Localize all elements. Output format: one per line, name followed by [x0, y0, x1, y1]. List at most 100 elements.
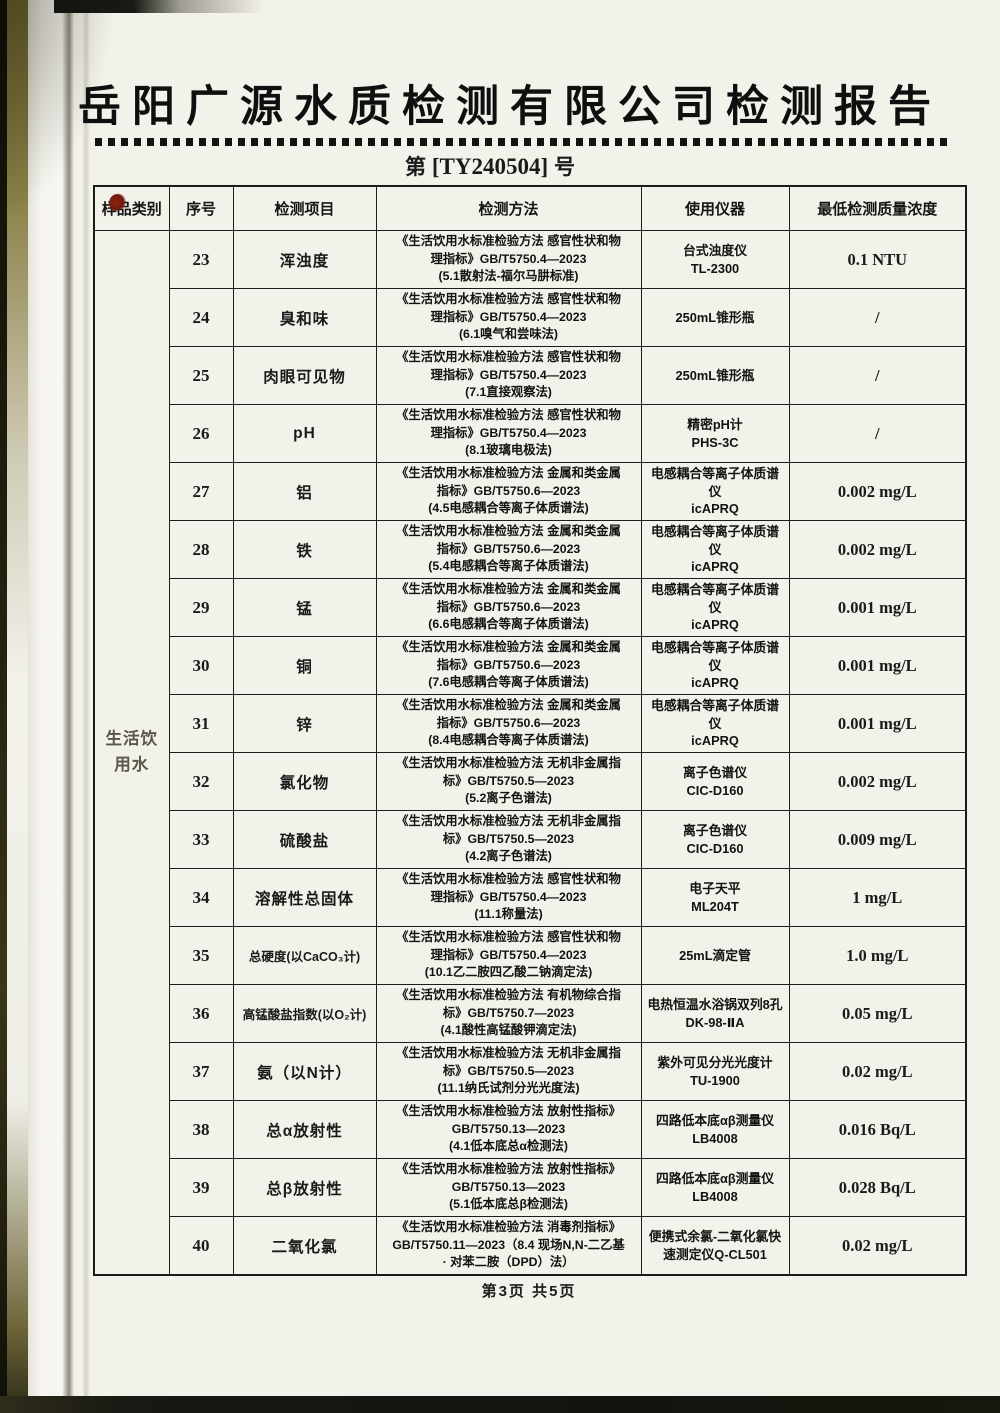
instrument: 台式浊度仪 TL-2300: [640, 230, 790, 289]
table-row: 37 氨（以N计） 《生活饮用水标准检验方法 无机非金属指 标》GB/T5750…: [94, 1042, 967, 1101]
dotted-divider: [95, 138, 952, 146]
row-no: 25: [168, 346, 234, 405]
detection-limit: 1.0 mg/L: [788, 926, 967, 985]
item-name: 浑浊度: [232, 230, 377, 289]
detection-limit: 0.02 mg/L: [788, 1042, 967, 1101]
header-instrument: 使用仪器: [640, 185, 790, 231]
row-no: 37: [168, 1042, 234, 1101]
item-name: 锌: [232, 694, 377, 753]
top-scan-shadow: [54, 0, 264, 13]
table-row: 29 锰 《生活饮用水标准检验方法 金属和类金属 指标》GB/T5750.6—2…: [94, 578, 967, 637]
method: 《生活饮用水标准检验方法 金属和类金属 指标》GB/T5750.6—2023 (…: [375, 578, 642, 637]
detection-limit: 0.1 NTU: [788, 230, 967, 289]
detection-limit: 0.001 mg/L: [788, 578, 967, 637]
page-crease: [62, 0, 74, 1413]
table-row: 26 pH 《生活饮用水标准检验方法 感官性状和物 理指标》GB/T5750.4…: [94, 404, 967, 463]
instrument: 25mL滴定管: [640, 926, 790, 985]
detection-limit: /: [788, 346, 967, 405]
document-number-value: [TY240504]: [431, 154, 549, 179]
table-row: 27 铝 《生活饮用水标准检验方法 金属和类金属 指标》GB/T5750.6—2…: [94, 462, 967, 521]
page-crease-light: [82, 0, 90, 1413]
table-row: 35 总硬度(以CaCO₃计) 《生活饮用水标准检验方法 感官性状和物 理指标》…: [94, 926, 967, 985]
table-row: 24 臭和味 《生活饮用水标准检验方法 感官性状和物 理指标》GB/T5750.…: [94, 288, 967, 347]
item-name: 臭和味: [232, 288, 377, 347]
report-title: 岳阳广源水质检测有限公司检测报告: [78, 83, 942, 131]
row-no: 39: [168, 1158, 234, 1217]
table-row: 40 二氧化氯 《生活饮用水标准检验方法 消毒剂指标》 GB/T5750.11—…: [94, 1216, 967, 1276]
table-row: 25 肉眼可见物 《生活饮用水标准检验方法 感官性状和物 理指标》GB/T575…: [94, 346, 967, 405]
item-name: 溶解性总固体: [232, 868, 377, 927]
instrument: 电感耦合等离子体质谱 仪 icAPRQ: [640, 462, 790, 521]
table-row: 32 氯化物 《生活饮用水标准检验方法 无机非金属指 标》GB/T5750.5—…: [94, 752, 967, 811]
test-items-table: 样品类别 序号 检测项目 检测方法 使用仪器 最低检测质量浓度 生活饮用水 23…: [93, 185, 967, 1276]
method: 《生活饮用水标准检验方法 感官性状和物 理指标》GB/T5750.4—2023 …: [375, 288, 642, 347]
item-name: 铁: [232, 520, 377, 579]
instrument: 离子色谱仪 CIC-D160: [640, 810, 790, 869]
method: 《生活饮用水标准检验方法 放射性指标》 GB/T5750.13—2023 (4.…: [375, 1100, 642, 1159]
detection-limit: 0.002 mg/L: [788, 462, 967, 521]
instrument: 电子天平 ML204T: [640, 868, 790, 927]
method: 《生活饮用水标准检验方法 金属和类金属 指标》GB/T5750.6—2023 (…: [375, 694, 642, 753]
row-no: 32: [168, 752, 234, 811]
row-no: 38: [168, 1100, 234, 1159]
detection-limit: 0.001 mg/L: [788, 694, 967, 753]
instrument: 电热恒温水浴锅双列8孔 DK-98-ⅡA: [640, 984, 790, 1043]
header-no: 序号: [168, 185, 234, 231]
document-number: 第 [TY240504] 号: [0, 151, 980, 181]
instrument: 便携式余氯-二氧化氯快 速测定仪Q-CL501: [640, 1216, 790, 1276]
method: 《生活饮用水标准检验方法 金属和类金属 指标》GB/T5750.6—2023 (…: [375, 636, 642, 695]
item-name: 总α放射性: [232, 1100, 377, 1159]
book-spine-edge: [0, 0, 7, 1413]
document-number-suffix: 号: [553, 156, 575, 179]
row-no: 23: [168, 230, 234, 289]
method: 《生活饮用水标准检验方法 无机非金属指 标》GB/T5750.5—2023 (1…: [375, 1042, 642, 1101]
page-number: 第3页 共5页: [481, 1283, 577, 1300]
detection-limit: 1 mg/L: [788, 868, 967, 927]
method: 《生活饮用水标准检验方法 感官性状和物 理指标》GB/T5750.4—2023 …: [375, 926, 642, 985]
sample-category-cell: 生活饮用水: [93, 230, 170, 1276]
row-no: 36: [168, 984, 234, 1043]
table-row: 33 硫酸盐 《生活饮用水标准检验方法 无机非金属指 标》GB/T5750.5—…: [94, 810, 967, 869]
instrument: 电感耦合等离子体质谱 仪 icAPRQ: [640, 636, 790, 695]
method: 《生活饮用水标准检验方法 感官性状和物 理指标》GB/T5750.4—2023 …: [375, 346, 642, 405]
document-number-prefix: 第: [405, 156, 427, 179]
item-name: 铝: [232, 462, 377, 521]
method: 《生活饮用水标准检验方法 感官性状和物 理指标》GB/T5750.4—2023 …: [375, 230, 642, 289]
instrument: 250mL锥形瓶: [640, 288, 790, 347]
row-no: 35: [168, 926, 234, 985]
item-name: 硫酸盐: [232, 810, 377, 869]
item-name: 高锰酸盐指数(以O₂计): [232, 984, 377, 1043]
header-limit: 最低检测质量浓度: [788, 185, 967, 231]
detection-limit: 0.028 Bq/L: [788, 1158, 967, 1217]
row-no: 33: [168, 810, 234, 869]
item-name: 氨（以N计）: [232, 1042, 377, 1101]
table-row: 28 铁 《生活饮用水标准检验方法 金属和类金属 指标》GB/T5750.6—2…: [94, 520, 967, 579]
table-row: 31 锌 《生活饮用水标准检验方法 金属和类金属 指标》GB/T5750.6—2…: [94, 694, 967, 753]
instrument: 电感耦合等离子体质谱 仪 icAPRQ: [640, 520, 790, 579]
item-name: 总硬度(以CaCO₃计): [232, 926, 377, 985]
row-no: 29: [168, 578, 234, 637]
detection-limit: /: [788, 404, 967, 463]
table-row: 30 铜 《生活饮用水标准检验方法 金属和类金属 指标》GB/T5750.6—2…: [94, 636, 967, 695]
detection-limit: 0.002 mg/L: [788, 752, 967, 811]
bottom-scan-shadow: [0, 1396, 1000, 1413]
row-no: 27: [168, 462, 234, 521]
row-no: 40: [168, 1216, 234, 1276]
detection-limit: 0.001 mg/L: [788, 636, 967, 695]
method: 《生活饮用水标准检验方法 感官性状和物 理指标》GB/T5750.4—2023 …: [375, 404, 642, 463]
book-binding-strip: [6, 0, 28, 1413]
method: 《生活饮用水标准检验方法 无机非金属指 标》GB/T5750.5—2023 (5…: [375, 752, 642, 811]
item-name: pH: [232, 404, 377, 463]
item-name: 肉眼可见物: [232, 346, 377, 405]
instrument: 电感耦合等离子体质谱 仪 icAPRQ: [640, 694, 790, 753]
table-header-row: 样品类别 序号 检测项目 检测方法 使用仪器 最低检测质量浓度: [93, 185, 967, 231]
method: 《生活饮用水标准检验方法 感官性状和物 理指标》GB/T5750.4—2023 …: [375, 868, 642, 927]
method: 《生活饮用水标准检验方法 无机非金属指 标》GB/T5750.5—2023 (4…: [375, 810, 642, 869]
method: 《生活饮用水标准检验方法 消毒剂指标》 GB/T5750.11—2023（8.4…: [375, 1216, 642, 1276]
instrument: 四路低本底αβ测量仪 LB4008: [640, 1100, 790, 1159]
row-no: 28: [168, 520, 234, 579]
detection-limit: 0.05 mg/L: [788, 984, 967, 1043]
item-name: 二氧化氯: [232, 1216, 377, 1276]
instrument: 电感耦合等离子体质谱 仪 icAPRQ: [640, 578, 790, 637]
method: 《生活饮用水标准检验方法 金属和类金属 指标》GB/T5750.6—2023 (…: [375, 462, 642, 521]
